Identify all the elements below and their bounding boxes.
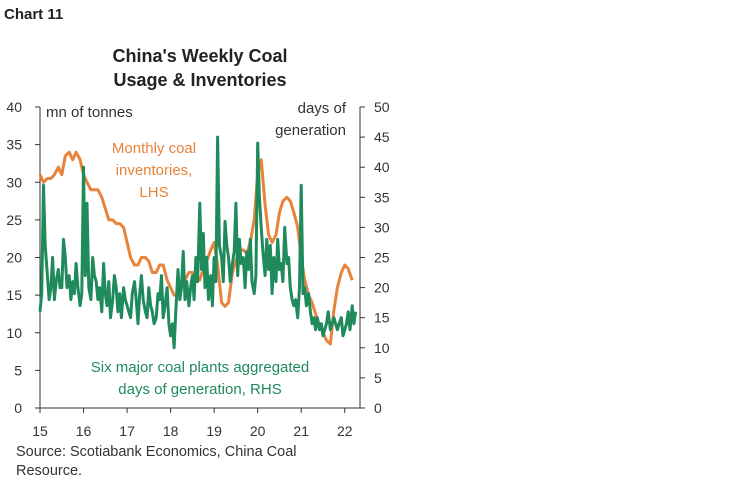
right-tick-label: 25 [374,250,390,266]
days-label-line-1: Six major coal plants aggregated [91,359,309,376]
left-tick-label: 20 [6,250,22,266]
right-tick-label: 50 [374,99,390,115]
left-tick-label: 10 [6,325,22,341]
right-axis-ticks: 0 5 10 15 20 25 30 35 40 45 50 [360,99,390,416]
left-axis-ticks: 0 5 10 15 20 25 30 35 40 [6,99,40,416]
right-tick-label: 45 [374,129,390,145]
left-tick-label: 15 [6,287,22,303]
x-axis-ticks: 15 16 17 18 19 20 21 22 [32,408,353,439]
x-tick-label: 18 [163,423,179,439]
left-tick-label: 30 [6,174,22,190]
left-tick-label: 5 [14,362,22,378]
right-tick-label: 30 [374,219,390,235]
left-tick-label: 35 [6,137,22,153]
right-tick-label: 40 [374,159,390,175]
right-tick-label: 5 [374,370,382,386]
right-tick-label: 15 [374,310,390,326]
x-tick-label: 17 [119,423,135,439]
days-label-line-2: days of generation, RHS [118,381,281,398]
inventories-label-line-2: inventories, [116,162,193,179]
left-axis-label: mn of tonnes [46,104,133,121]
chart-title-line-2: Usage & Inventories [113,70,287,90]
x-tick-label: 22 [337,423,353,439]
series-group [38,135,358,350]
chart-number: Chart 11 [4,6,64,23]
x-tick-label: 20 [250,423,266,439]
inventories-label-line-1: Monthly coal [112,140,196,157]
x-tick-label: 16 [76,423,92,439]
chart-title: China's Weekly Coal Usage & Inventories [80,44,320,92]
right-tick-label: 10 [374,340,390,356]
x-tick-label: 19 [206,423,222,439]
x-tick-label: 15 [32,423,48,439]
right-tick-label: 0 [374,400,382,416]
right-tick-label: 35 [374,189,390,205]
inventories-label-line-3: LHS [139,184,168,201]
right-axis-label-line-1: days of [298,100,347,117]
source-note: Source: Scotiabank Economics, China Coal… [16,444,297,479]
chart-title-line-1: China's Weekly Coal [112,46,288,66]
right-axis-label-line-2: generation [275,122,346,139]
left-tick-label: 0 [14,400,22,416]
days-of-generation-line [38,135,358,350]
x-tick-label: 21 [293,423,309,439]
left-tick-label: 40 [6,99,22,115]
right-tick-label: 20 [374,280,390,296]
left-tick-label: 25 [6,212,22,228]
